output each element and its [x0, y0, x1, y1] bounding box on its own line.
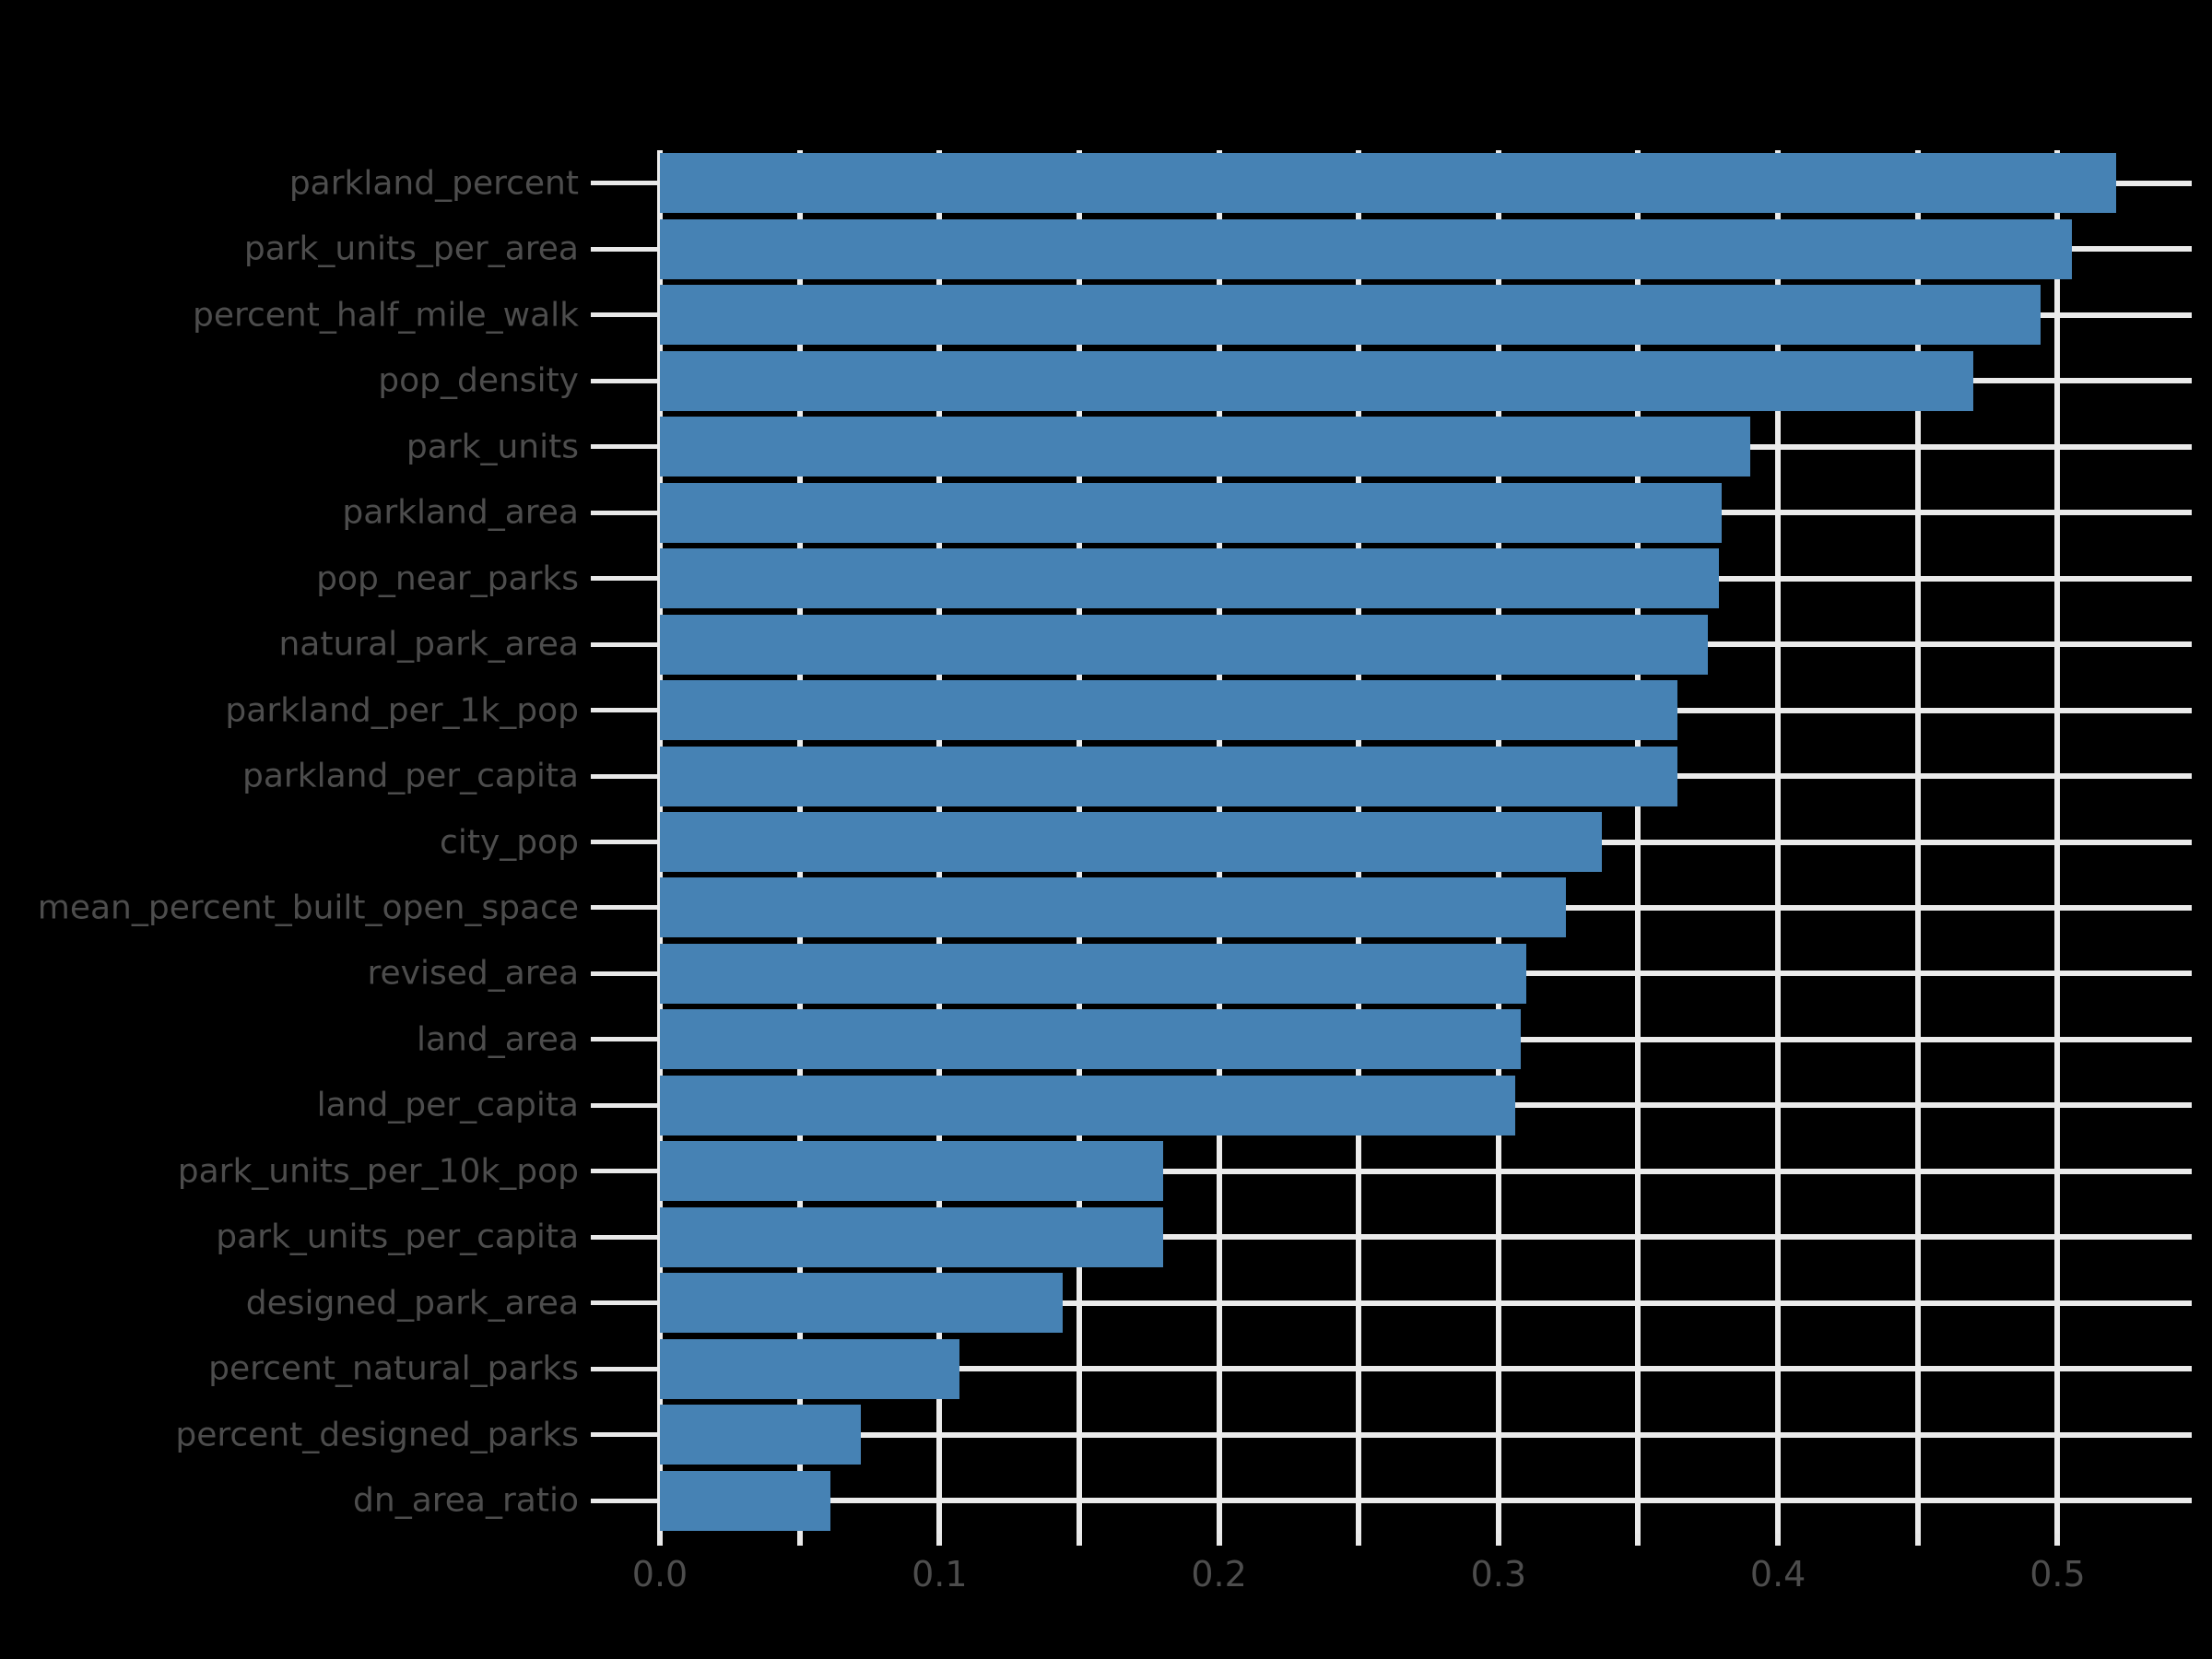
y-tick-label: pop_near_parks [316, 559, 579, 598]
y-tick-label: land_per_capita [316, 1086, 579, 1124]
x-tick [1495, 1534, 1501, 1546]
bar [660, 1206, 1163, 1267]
bar [660, 285, 2041, 346]
bar [660, 350, 1973, 411]
y-tick [591, 708, 660, 713]
y-tick-label: percent_designed_parks [175, 1416, 579, 1454]
bar [660, 548, 1719, 609]
bar [660, 417, 1750, 477]
bar [660, 153, 2116, 214]
bar [660, 1273, 1063, 1334]
y-grid-line [660, 1234, 2192, 1241]
x-tick [936, 1534, 943, 1546]
y-tick [591, 641, 660, 647]
y-tick-label: percent_natural_parks [208, 1349, 579, 1388]
bar [660, 1470, 830, 1531]
y-tick [591, 773, 660, 779]
bar [660, 680, 1677, 741]
y-tick [591, 1234, 660, 1240]
bar [660, 1405, 861, 1465]
x-tick-label: 0.5 [2030, 1554, 2086, 1594]
y-tick-label: mean_percent_built_open_space [37, 888, 579, 927]
x-tick-label: 0.4 [1749, 1554, 1806, 1594]
y-tick [591, 1102, 660, 1108]
y-tick-label: pop_density [378, 361, 579, 400]
y-tick [591, 971, 660, 976]
x-tick [1635, 1534, 1641, 1546]
y-tick-label: parkland_per_1k_pop [225, 691, 579, 730]
bar [660, 1009, 1521, 1070]
y-tick-label: park_units_per_10k_pop [177, 1152, 579, 1191]
x-tick [1076, 1534, 1082, 1546]
y-tick-label: park_units [406, 428, 579, 466]
y-tick [591, 246, 660, 252]
y-grid-line [660, 1168, 2192, 1174]
bar [660, 1338, 959, 1399]
x-tick [2054, 1534, 2061, 1546]
y-tick-label: park_units_per_area [243, 229, 579, 268]
y-tick [591, 1432, 660, 1438]
y-grid-line [660, 1498, 2192, 1504]
x-tick [1216, 1534, 1222, 1546]
y-tick-label: revised_area [367, 954, 580, 993]
x-tick [1775, 1534, 1782, 1546]
y-grid-line [660, 1366, 2192, 1372]
y-tick-label: city_pop [440, 823, 579, 861]
x-tick-label: 0.3 [1470, 1554, 1527, 1594]
y-tick [591, 444, 660, 450]
x-tick-label: 0.1 [912, 1554, 968, 1594]
y-tick [591, 576, 660, 582]
x-tick [657, 1534, 663, 1546]
y-tick-label: parkland_percent [288, 164, 579, 203]
bar [660, 943, 1526, 1004]
bar [660, 482, 1722, 543]
y-tick [591, 1300, 660, 1306]
y-tick-label: dn_area_ratio [353, 1481, 579, 1520]
x-tick [1914, 1534, 1921, 1546]
y-grid-line [660, 1431, 2192, 1438]
y-tick-label: park_units_per_capita [216, 1218, 579, 1256]
bar [660, 1075, 1515, 1135]
y-tick [591, 1037, 660, 1042]
y-tick [591, 1366, 660, 1371]
y-tick-label: parkland_per_capita [242, 757, 579, 795]
y-tick-label: land_area [416, 1020, 579, 1059]
y-grid-line [660, 1300, 2192, 1306]
x-tick [1356, 1534, 1362, 1546]
y-tick [591, 1498, 660, 1503]
bar [660, 614, 1708, 675]
bar [660, 812, 1602, 872]
y-tick-label: designed_park_area [245, 1284, 579, 1323]
x-tick-label: 0.0 [631, 1554, 688, 1594]
y-tick [591, 1169, 660, 1174]
y-tick-label: natural_park_area [278, 625, 579, 664]
bar [660, 746, 1677, 806]
x-tick-label: 0.2 [1191, 1554, 1247, 1594]
y-tick [591, 378, 660, 383]
y-tick [591, 905, 660, 911]
bar [660, 218, 2072, 279]
y-tick [591, 181, 660, 186]
y-tick [591, 312, 660, 318]
bar [660, 1141, 1163, 1202]
bar [660, 877, 1566, 938]
y-tick-label: percent_half_mile_walk [192, 296, 579, 335]
y-tick [591, 510, 660, 515]
x-tick [796, 1534, 803, 1546]
y-tick [591, 840, 660, 844]
y-tick-label: parkland_area [342, 493, 579, 532]
